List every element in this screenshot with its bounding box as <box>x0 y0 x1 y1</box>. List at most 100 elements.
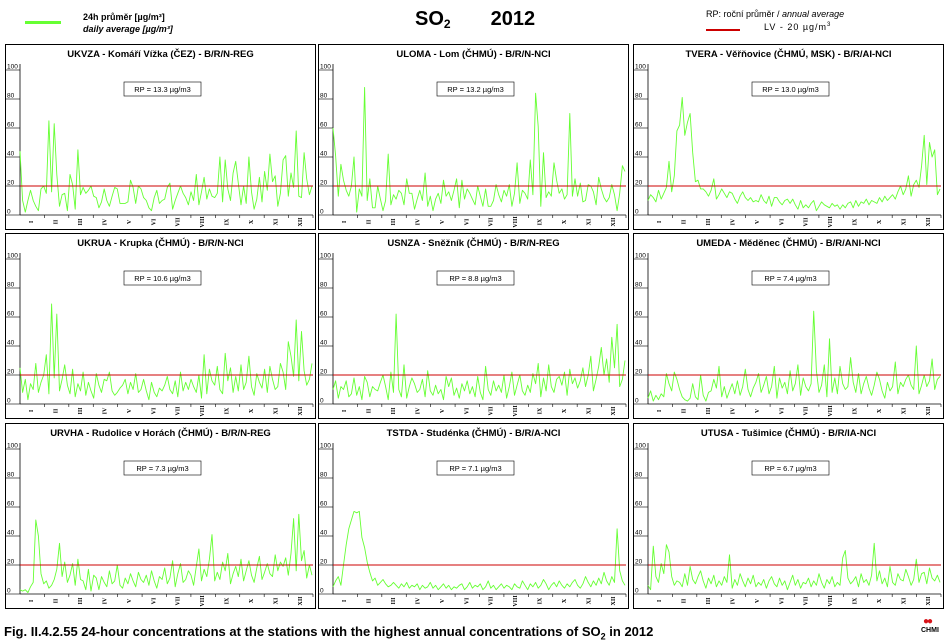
y-tick-label: 80 <box>635 472 643 479</box>
y-tick-label: 100 <box>320 253 331 260</box>
x-tick-label: XI <box>901 218 907 225</box>
daily-average-line <box>332 313 626 401</box>
daily-average-line <box>19 513 313 594</box>
x-tick-label: XI <box>901 597 907 604</box>
annual-average-box <box>436 81 515 97</box>
y-tick-label: 100 <box>635 253 646 260</box>
x-tick-label: II <box>367 598 373 603</box>
y-tick-label: 40 <box>635 530 643 537</box>
y-tick-label: 80 <box>635 93 643 100</box>
x-tick-label: I <box>342 409 348 412</box>
legend-annual-average-label-cz: RP: roční průměr / <box>706 9 780 19</box>
annual-average-label: RP = 13.3 µg/m3 <box>134 85 191 94</box>
y-tick-label: 20 <box>635 369 643 376</box>
chart-svg-uloma: ULOMA - Lom (ČHMÚ) - B/R/N-NCI 0 20 40 60 80 1… <box>319 48 627 228</box>
y-tick-label: 60 <box>7 501 15 508</box>
x-tick-label: V <box>127 598 133 603</box>
legend-daily-average-label-cz: 24h průměr [µg/m³] <box>83 12 165 22</box>
annual-average-label: RP = 13.0 µg/m3 <box>762 85 819 94</box>
x-tick-label: VI <box>151 597 157 604</box>
chart-svg-usnza: USNZA - Sněžník (ČHMÚ) - B/R/N-REG 0 20 40 6… <box>319 237 627 417</box>
x-tick-label: XI <box>586 407 592 414</box>
x-tick-label: VIII <box>513 216 519 228</box>
daily-average-line <box>19 303 313 401</box>
x-tick-label: XII <box>611 406 617 416</box>
x-tick-label: III <box>706 218 712 226</box>
legend-limit-label: LV - 20 µg/m3 <box>764 22 831 32</box>
x-tick-label: VI <box>779 218 785 225</box>
x-tick-label: IX <box>853 597 859 604</box>
annual-average-box <box>751 81 830 97</box>
x-tick-label: VII <box>176 596 182 606</box>
legend-limit-text: LV - 20 µg/m <box>764 22 828 32</box>
y-tick-label: 0 <box>7 398 11 405</box>
chart-svg-tstda: TSTDA - Studénka (ČHMÚ) - B/R/A-NCI 0 20 40… <box>319 427 627 607</box>
x-tick-label: V <box>127 408 133 413</box>
annual-average-label: RP = 8.8 µg/m3 <box>449 274 501 283</box>
caption-text: Fig. II.4.2.55 24-hour concentrations at… <box>4 624 601 639</box>
y-tick-label: 40 <box>7 340 15 347</box>
x-tick-label: IV <box>102 218 108 225</box>
x-tick-label: II <box>682 408 688 413</box>
y-tick-label: 0 <box>7 588 11 595</box>
legend-daily-average-swatch <box>25 21 61 24</box>
chart-panel-tstda: TSTDA - Studénka (ČHMÚ) - B/R/A-NCI 0 20 40… <box>318 423 629 609</box>
y-tick-label: 20 <box>635 180 643 187</box>
x-tick-label: III <box>706 597 712 605</box>
chart-title: UTUSA - Tušimice (ČHMÚ) - B/R/IA-NCI <box>701 427 876 439</box>
x-tick-label: XII <box>298 217 304 227</box>
daily-average-line <box>647 97 941 212</box>
y-tick-label: 60 <box>7 122 15 129</box>
chmi-logo: ●● CHMI <box>921 616 947 636</box>
chart-title: TSTDA - Studénka (ČHMÚ) - B/R/A-NCI <box>387 427 561 439</box>
x-tick-label: IV <box>415 597 421 604</box>
x-tick-label: III <box>706 407 712 415</box>
x-tick-label: X <box>562 408 568 413</box>
x-tick-label: X <box>249 598 255 603</box>
y-tick-label: 20 <box>320 180 328 187</box>
y-tick-label: 80 <box>320 282 328 289</box>
y-tick-label: 60 <box>635 122 643 129</box>
y-tick-label: 20 <box>7 180 15 187</box>
x-tick-label: IV <box>730 407 736 414</box>
chart-panel-utusa: UTUSA - Tušimice (ČHMÚ) - B/R/IA-NCI 0 20 4… <box>633 423 944 609</box>
x-tick-label: IX <box>538 407 544 414</box>
chart-panel-urvha: URVHA - Rudolice v Horách (ČHMÚ) - B/R/N… <box>5 423 316 609</box>
chart-title: TVERA - Věřňovice (ČHMÚ, MSK) - B/R/AI-N… <box>685 48 891 60</box>
y-tick-label: 60 <box>320 311 328 318</box>
x-tick-label: III <box>391 597 397 605</box>
x-tick-label: I <box>342 220 348 223</box>
annual-average-box <box>123 270 202 286</box>
x-tick-label: I <box>29 220 35 223</box>
legend-annual-average: RP: roční průměr / annual average LV - 2… <box>700 9 920 35</box>
x-tick-label: VIII <box>200 216 206 228</box>
x-tick-label: VII <box>804 596 810 606</box>
x-tick-label: IX <box>538 218 544 225</box>
y-tick-label: 100 <box>320 64 331 71</box>
annual-average-box <box>123 81 202 97</box>
x-tick-label: XI <box>273 218 279 225</box>
x-tick-label: X <box>249 219 255 224</box>
chart-svg-ukvza: UKVZA - Komáří Vížka (ČEZ) - B/R/N-REG 0 2… <box>6 48 314 228</box>
x-tick-label: I <box>342 599 348 602</box>
page-title: SO2 2012 <box>415 8 535 31</box>
y-tick-label: 60 <box>635 311 643 318</box>
x-tick-label: III <box>391 218 397 226</box>
y-tick-label: 100 <box>7 64 18 71</box>
x-tick-label: VII <box>176 406 182 416</box>
x-tick-label: VI <box>151 218 157 225</box>
x-tick-label: XII <box>298 406 304 416</box>
chart-svg-urvha: URVHA - Rudolice v Horách (ČHMÚ) - B/R/N… <box>6 427 314 607</box>
x-tick-label: I <box>657 409 663 412</box>
annual-average-label: RP = 7.4 µg/m3 <box>764 274 816 283</box>
annual-average-box <box>436 460 515 476</box>
legend-daily-average-label-en: daily average [µg/m³] <box>83 24 173 34</box>
chart-svg-utusa: UTUSA - Tušimice (ČHMÚ) - B/R/IA-NCI 0 20 4… <box>634 427 942 607</box>
chart-title: URVHA - Rudolice v Horách (ČHMÚ) - B/R/N… <box>50 427 271 439</box>
x-tick-label: VIII <box>828 405 834 417</box>
y-tick-label: 0 <box>320 398 324 405</box>
y-tick-label: 40 <box>320 151 328 158</box>
title-compound: SO <box>415 8 444 30</box>
x-tick-label: II <box>367 408 373 413</box>
y-tick-label: 20 <box>320 559 328 566</box>
